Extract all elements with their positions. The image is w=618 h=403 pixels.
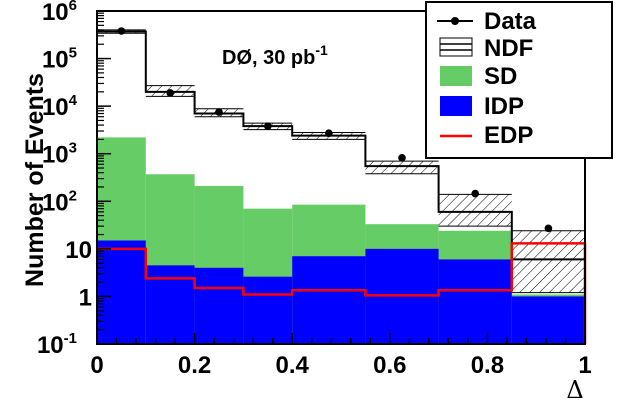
- x-tick-label: 0: [90, 352, 103, 379]
- x-tick-label: 0.8: [471, 352, 504, 379]
- y-tick-base: 10: [37, 332, 64, 359]
- legend-sd-swatch: [440, 66, 472, 86]
- y-tick-label: 1: [79, 284, 92, 311]
- y-tick-label: 102: [42, 187, 77, 216]
- data-point: [166, 89, 174, 97]
- plot-frame: [96, 10, 586, 345]
- legend-data-marker: [451, 17, 459, 25]
- annotation-main: DØ, 30 pb: [222, 47, 315, 69]
- y-axis-label: Number of Events: [21, 73, 49, 287]
- idp-bar: [292, 256, 366, 344]
- y-tick-exponent: 3: [69, 140, 77, 157]
- data-point: [215, 108, 223, 116]
- y-tick-exponent: 5: [69, 45, 77, 62]
- y-tick-label: 104: [42, 92, 78, 121]
- y-tick-exponent: 2: [69, 187, 77, 204]
- x-tick-label: 0.2: [178, 352, 211, 379]
- y-tick-exponent: -1: [64, 330, 77, 347]
- y-tick-base: 10: [42, 0, 69, 26]
- y-tick-label: 105: [42, 45, 77, 74]
- legend-label-ndf: NDF: [484, 35, 533, 62]
- legend-item-data: Data: [437, 8, 537, 35]
- idp-bar: [511, 296, 585, 344]
- y-tick-exponent: 6: [69, 0, 77, 14]
- legend-ndf-swatch: [439, 37, 473, 57]
- data-point: [398, 154, 406, 162]
- ndf-band: [438, 194, 512, 227]
- legend-label-sd: SD: [484, 63, 517, 90]
- ndf-band: [511, 230, 585, 293]
- idp-bar: [97, 240, 146, 344]
- y-tick-base: 10: [42, 142, 69, 169]
- x-tick-label: 0.4: [276, 352, 310, 379]
- idp-bar: [243, 276, 293, 344]
- legend-item-ndf: NDF: [439, 35, 533, 62]
- data-point: [544, 224, 553, 233]
- experiment-annotation: DØ, 30 pb-1: [222, 42, 328, 69]
- y-tick-exponent: 4: [69, 92, 78, 109]
- legend-label-idp: IDP: [484, 93, 524, 120]
- x-tick-label: 0.6: [373, 352, 406, 379]
- legend-item-sd: SD: [440, 63, 517, 90]
- legend-idp-swatch: [440, 96, 472, 116]
- legend: Data NDF SD IDP EDP: [425, 1, 613, 159]
- data-point: [117, 27, 126, 35]
- data-point: [264, 122, 272, 130]
- annotation-sup: -1: [315, 42, 328, 58]
- legend-item-idp: IDP: [440, 93, 524, 120]
- y-tick-base: 10: [42, 94, 69, 121]
- y-tick-base: 10: [65, 237, 92, 264]
- data-point: [325, 129, 333, 137]
- y-tick-label: 10-1: [37, 330, 77, 359]
- legend-item-edp: EDP: [440, 122, 533, 149]
- y-tick-base: 10: [42, 189, 69, 216]
- x-tick-label: 1: [578, 352, 591, 379]
- legend-label-edp: EDP: [484, 122, 533, 149]
- y-tick-label: 10: [65, 237, 92, 264]
- ndf-band: [365, 161, 439, 174]
- edp-line: [97, 242, 587, 344]
- idp-bar: [194, 267, 244, 344]
- idp-bar: [438, 259, 512, 344]
- legend-label-data: Data: [484, 8, 537, 35]
- data-point: [471, 189, 480, 198]
- y-tick-base: 10: [42, 47, 69, 74]
- y-tick-label: 103: [42, 140, 77, 169]
- x-axis-label: Δ: [566, 376, 583, 403]
- y-tick-label: 106: [42, 0, 77, 26]
- y-tick-base: 1: [79, 284, 92, 311]
